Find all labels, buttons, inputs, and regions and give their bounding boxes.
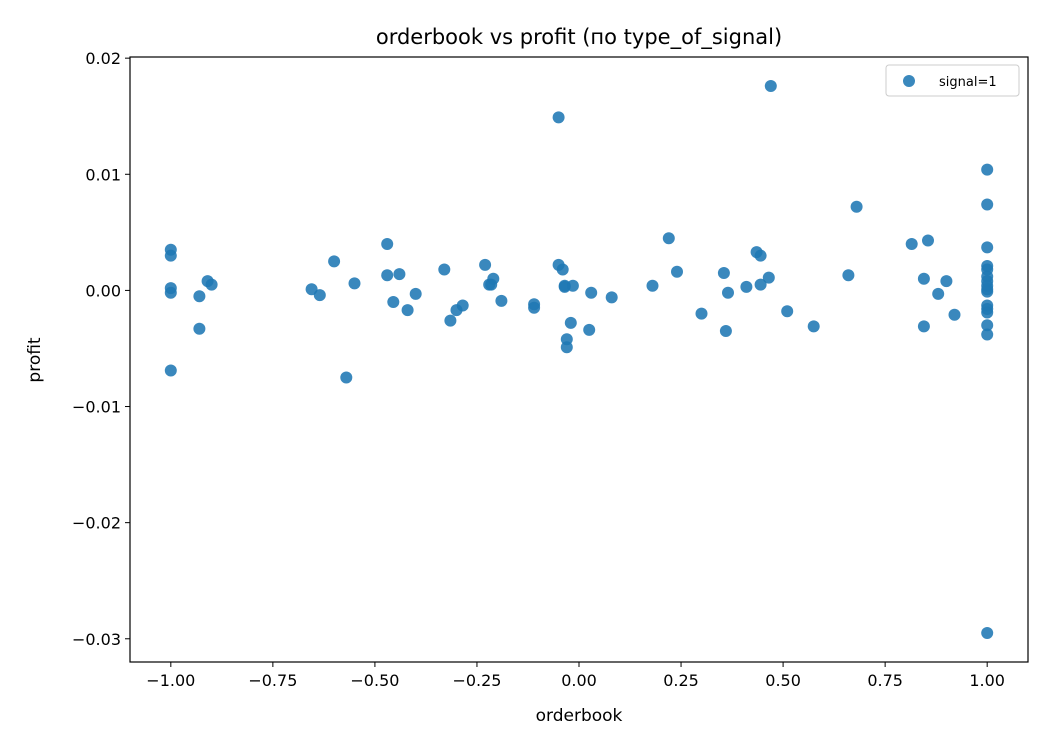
data-point	[193, 290, 206, 303]
data-point	[981, 163, 994, 176]
data-point	[662, 232, 675, 245]
x-tick-label: −0.75	[248, 671, 297, 690]
data-point	[205, 278, 218, 291]
x-tick-label: 1.00	[969, 671, 1005, 690]
data-point	[556, 263, 569, 276]
data-point	[393, 268, 406, 281]
data-point	[560, 341, 573, 354]
data-point	[646, 279, 659, 292]
data-point	[850, 200, 863, 213]
y-axis: −0.03 −0.02 −0.01 0.00 0.01 0.02	[72, 49, 130, 649]
data-point	[487, 272, 500, 285]
data-point	[438, 263, 451, 276]
y-tick-label: −0.02	[72, 514, 121, 533]
data-point	[722, 286, 734, 299]
data-point	[762, 271, 775, 284]
y-tick-label: 0.02	[85, 49, 121, 68]
data-point	[328, 255, 341, 268]
data-point	[564, 316, 577, 329]
data-point	[905, 238, 918, 250]
data-point	[585, 286, 598, 299]
data-point	[807, 320, 820, 333]
data-point	[348, 277, 361, 290]
chart-title: orderbook vs profit (по type_of_signal)	[376, 25, 782, 50]
data-point	[981, 328, 994, 341]
x-tick-label: 0.25	[663, 671, 699, 690]
data-point	[948, 308, 961, 321]
data-point	[740, 280, 753, 293]
data-point	[671, 265, 683, 278]
data-point	[456, 299, 469, 312]
x-tick-label: 0.50	[765, 671, 801, 690]
data-point	[781, 305, 794, 318]
legend-box	[885, 64, 1020, 97]
y-tick-label: 0.00	[85, 281, 121, 300]
data-point	[981, 285, 994, 298]
data-point	[381, 238, 394, 250]
data-point	[164, 286, 177, 299]
data-point	[922, 234, 934, 247]
y-tick-label: −0.03	[72, 630, 121, 649]
data-point	[717, 267, 730, 279]
data-point	[981, 198, 994, 211]
data-point	[479, 258, 492, 271]
data-point	[401, 304, 414, 317]
x-axis: −1.00 −0.75 −0.50 −0.25 0.00 0.25 0.50 0.75 1.00	[146, 662, 1005, 690]
legend: signal=1	[885, 64, 1020, 97]
data-point	[605, 291, 618, 304]
x-tick-label: −0.50	[350, 671, 399, 690]
x-axis-label: orderbook	[536, 706, 623, 726]
legend-marker	[903, 75, 915, 87]
data-point	[932, 287, 945, 300]
data-point	[695, 307, 708, 320]
data-point	[552, 111, 565, 124]
data-point	[387, 296, 400, 308]
data-point	[764, 80, 777, 92]
x-tick-label: 0.75	[867, 671, 903, 690]
data-point	[940, 275, 953, 288]
data-point	[495, 294, 508, 307]
data-point	[566, 279, 579, 292]
data-point	[981, 319, 994, 332]
data-point	[313, 289, 326, 302]
x-tick-label: −0.25	[452, 671, 501, 690]
data-point	[917, 272, 930, 285]
data-point	[583, 323, 596, 336]
data-point	[528, 301, 541, 314]
data-point	[917, 320, 930, 333]
data-point	[340, 371, 353, 384]
data-point	[164, 364, 177, 377]
data-point	[981, 241, 994, 254]
data-point	[164, 249, 177, 262]
legend-label-signal-1: signal=1	[939, 75, 997, 90]
data-point	[381, 269, 394, 282]
y-tick-label: 0.01	[85, 165, 121, 184]
x-tick-label: 0.00	[561, 671, 597, 690]
data-point	[981, 306, 994, 319]
data-point	[409, 287, 422, 300]
data-point	[444, 314, 457, 327]
data-point	[754, 278, 767, 291]
data-point	[842, 269, 855, 282]
data-point	[981, 627, 994, 639]
data-point	[719, 325, 732, 337]
y-axis-label: profit	[25, 337, 45, 383]
y-tick-label: −0.01	[72, 398, 121, 417]
x-tick-label: −1.00	[146, 671, 195, 690]
data-point	[193, 322, 206, 335]
data-point	[754, 249, 767, 262]
points-layer	[164, 80, 994, 639]
